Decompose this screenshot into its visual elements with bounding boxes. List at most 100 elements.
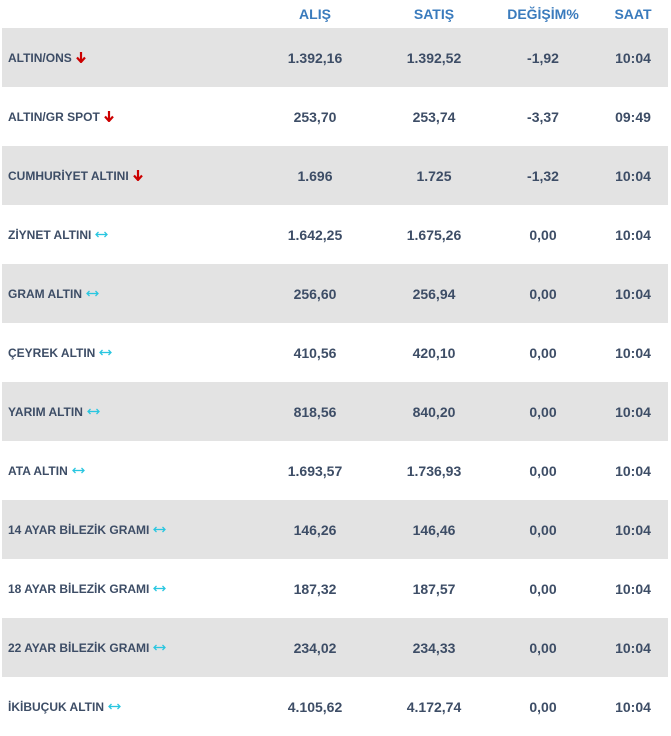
table-row[interactable]: İKİBUÇUK ALTIN 4.105,62 4.172,74 0,00 10:04 (2, 677, 668, 736)
down-arrow-icon (75, 52, 86, 63)
time-cell: 10:04 (615, 403, 651, 420)
change-cell: 0,00 (529, 580, 557, 597)
flat-arrow-icon (95, 231, 109, 238)
header-buy[interactable]: ALIŞ (299, 6, 331, 22)
table-row[interactable]: ATA ALTIN 1.693,57 1.736,93 0,00 10:04 (2, 441, 668, 500)
row-name-cell: ALTIN/ONS (2, 51, 250, 65)
instrument-name[interactable]: İKİBUÇUK ALTIN (8, 699, 104, 714)
time-cell: 10:04 (615, 226, 651, 243)
table-header: ALIŞ SATIŞ DEĞİŞİM% SAAT (0, 0, 671, 28)
change-cell: -1,32 (527, 167, 559, 184)
table-body: ALTIN/ONS 1.392,16 1.392,52 -1,92 10:04 ALTIN… (0, 28, 671, 736)
row-name-cell: 14 AYAR BİLEZİK GRAMI (2, 523, 250, 537)
buy-cell: 253,70 (293, 108, 337, 125)
time-cell: 10:04 (615, 344, 651, 361)
change-cell: -1,92 (527, 49, 559, 66)
time-cell: 10:04 (615, 167, 651, 184)
sell-cell: 256,94 (412, 285, 456, 302)
buy-cell: 146,26 (293, 521, 337, 538)
buy-cell: 187,32 (293, 580, 337, 597)
sell-cell: 253,74 (412, 108, 456, 125)
flat-arrow-icon (86, 290, 99, 297)
row-name-cell: İKİBUÇUK ALTIN (2, 700, 250, 714)
change-cell: 0,00 (529, 521, 557, 538)
header-change[interactable]: DEĞİŞİM% (507, 6, 579, 22)
row-name-cell: 22 AYAR BİLEZİK GRAMI (2, 641, 250, 655)
table-row[interactable]: GRAM ALTIN 256,60 256,94 0,00 10:04 (2, 264, 668, 323)
row-name-cell: ALTIN/GR SPOT (2, 110, 250, 124)
row-name-cell: ÇEYREK ALTIN (2, 346, 250, 360)
time-cell: 10:04 (615, 639, 651, 656)
buy-cell: 1.642,25 (287, 226, 343, 243)
header-sell[interactable]: SATIŞ (413, 6, 455, 22)
row-name-cell: ATA ALTIN (2, 464, 250, 478)
table-row[interactable]: 18 AYAR BİLEZİK GRAMI 187,32 187,57 0,00 10:… (2, 559, 668, 618)
change-cell: 0,00 (529, 403, 557, 420)
change-cell: 0,00 (529, 462, 557, 479)
change-cell: 0,00 (529, 639, 557, 656)
change-cell: 0,00 (529, 285, 557, 302)
table-row[interactable]: CUMHURİYET ALTINI 1.696 1.725 -1,32 10:04 (2, 146, 668, 205)
instrument-name[interactable]: ALTIN/GR SPOT (8, 109, 100, 124)
sell-cell: 1.675,26 (406, 226, 462, 243)
row-name-cell: 18 AYAR BİLEZİK GRAMI (2, 582, 250, 596)
buy-cell: 410,56 (293, 344, 337, 361)
header-time[interactable]: SAAT (614, 6, 652, 22)
buy-cell: 234,02 (293, 639, 337, 656)
time-cell: 10:04 (615, 285, 651, 302)
flat-arrow-icon (86, 408, 100, 415)
flat-arrow-icon (99, 349, 113, 356)
down-arrow-icon (103, 111, 114, 122)
change-cell: 0,00 (529, 698, 557, 715)
table-row[interactable]: ALTIN/GR SPOT 253,70 253,74 -3,37 09:49 (2, 87, 668, 146)
time-cell: 10:04 (615, 521, 651, 538)
sell-cell: 146,46 (412, 521, 456, 538)
instrument-name[interactable]: 18 AYAR BİLEZİK GRAMI (8, 581, 150, 596)
table-row[interactable]: ALTIN/ONS 1.392,16 1.392,52 -1,92 10:04 (2, 28, 668, 87)
instrument-name[interactable]: 22 AYAR BİLEZİK GRAMI (8, 640, 150, 655)
change-cell: 0,00 (529, 344, 557, 361)
sell-cell: 420,10 (412, 344, 456, 361)
instrument-name[interactable]: YARIM ALTIN (8, 404, 83, 419)
change-cell: -3,37 (527, 108, 559, 125)
flat-arrow-icon (153, 585, 167, 592)
time-cell: 09:49 (615, 108, 651, 125)
buy-cell: 1.693,57 (287, 462, 343, 479)
instrument-name[interactable]: ZİYNET ALTINI (8, 227, 92, 242)
buy-cell: 1.392,16 (287, 49, 343, 66)
sell-cell: 187,57 (412, 580, 456, 597)
change-cell: 0,00 (529, 226, 557, 243)
instrument-name[interactable]: GRAM ALTIN (8, 286, 82, 301)
instrument-name[interactable]: ATA ALTIN (8, 463, 68, 478)
time-cell: 10:04 (615, 462, 651, 479)
instrument-name[interactable]: 14 AYAR BİLEZİK GRAMI (8, 522, 150, 537)
table-row[interactable]: ZİYNET ALTINI 1.642,25 1.675,26 0,00 10:04 (2, 205, 668, 264)
buy-cell: 256,60 (293, 285, 337, 302)
flat-arrow-icon (108, 703, 121, 710)
instrument-name[interactable]: ALTIN/ONS (8, 50, 72, 65)
flat-arrow-icon (71, 467, 85, 474)
table-row[interactable]: 14 AYAR BİLEZİK GRAMI 146,26 146,46 0,00 10:… (2, 500, 668, 559)
buy-cell: 818,56 (293, 403, 337, 420)
instrument-name[interactable]: CUMHURİYET ALTINI (8, 168, 129, 183)
row-name-cell: YARIM ALTIN (2, 405, 250, 419)
buy-cell: 4.105,62 (287, 698, 343, 715)
time-cell: 10:04 (615, 49, 651, 66)
sell-cell: 1.392,52 (406, 49, 462, 66)
flat-arrow-icon (153, 526, 167, 533)
table-row[interactable]: 22 AYAR BİLEZİK GRAMI 234,02 234,33 0,00 10:… (2, 618, 668, 677)
instrument-name[interactable]: ÇEYREK ALTIN (8, 345, 96, 360)
time-cell: 10:04 (615, 580, 651, 597)
sell-cell: 840,20 (412, 403, 456, 420)
flat-arrow-icon (153, 644, 167, 651)
table-row[interactable]: YARIM ALTIN 818,56 840,20 0,00 10:04 (2, 382, 668, 441)
sell-cell: 1.736,93 (406, 462, 462, 479)
sell-cell: 4.172,74 (406, 698, 462, 715)
down-arrow-icon (132, 170, 143, 181)
time-cell: 10:04 (615, 698, 651, 715)
row-name-cell: ZİYNET ALTINI (2, 228, 250, 242)
row-name-cell: GRAM ALTIN (2, 287, 250, 301)
buy-cell: 1.696 (297, 167, 333, 184)
table-row[interactable]: ÇEYREK ALTIN 410,56 420,10 0,00 10:04 (2, 323, 668, 382)
